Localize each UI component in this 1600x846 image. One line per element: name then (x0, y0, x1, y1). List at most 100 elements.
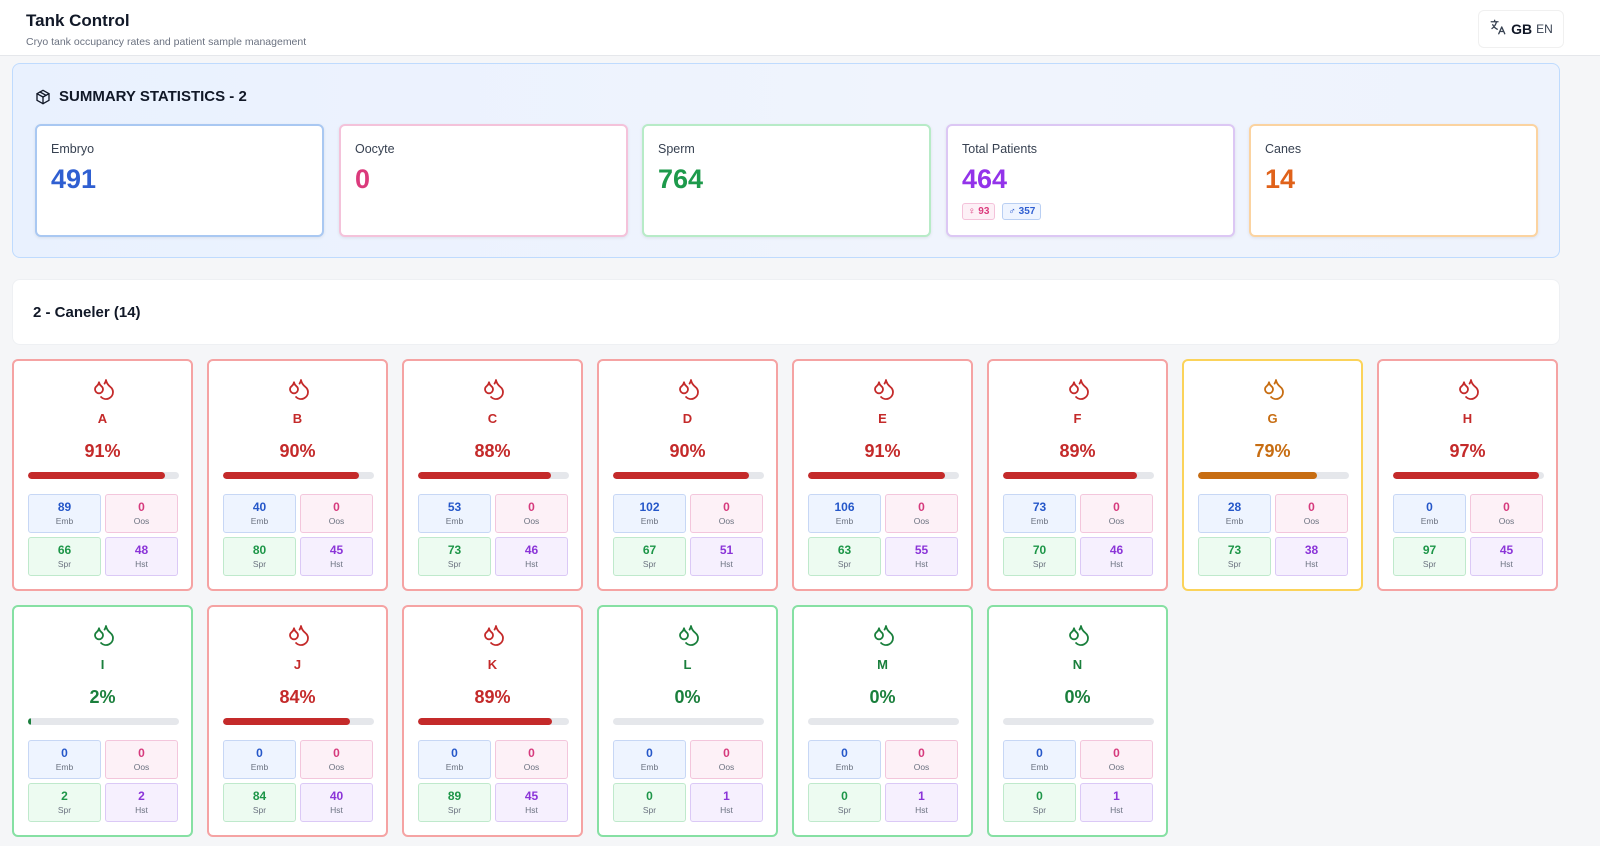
cane-card-c[interactable]: C 88% 53 Emb 0 Oos 73 Spr 46 Hst (402, 359, 583, 591)
cane-occupancy-percent: 90% (669, 441, 706, 461)
cane-occupancy-percent: 90% (279, 441, 316, 461)
sperm-count-cell: 70 Spr (1003, 537, 1076, 576)
sperm-label: Spr (57, 559, 72, 569)
cane-card-d[interactable]: D 90% 102 Emb 0 Oos 67 Spr 51 Hst (597, 359, 778, 591)
cane-counts: 106 Emb 0 Oos 63 Spr 55 Hst (808, 494, 959, 576)
oocyte-label: Oos (133, 762, 150, 772)
sperm-count-cell: 0 Spr (1003, 783, 1076, 822)
patient-label: Hst (135, 559, 148, 569)
section-title: 2 - Caneler (14) (33, 304, 141, 321)
cane-name: M (877, 657, 888, 672)
cane-card-n[interactable]: N 0% 0 Emb 0 Oos 0 Spr 1 Hst (987, 605, 1168, 837)
embryo-count-cell: 0 Emb (223, 740, 296, 779)
stat-label: Canes (1265, 142, 1302, 156)
patient-count-cell: 1 Hst (1080, 783, 1153, 822)
cane-occupancy-percent: 0% (869, 687, 896, 707)
stat-value: 14 (1265, 164, 1296, 194)
female-count-badge: ♀ 93 (962, 203, 996, 220)
oocyte-label: Oos (718, 762, 735, 772)
droplets-icon (677, 377, 701, 401)
embryo-label: Emb (1030, 516, 1049, 526)
patient-count: 38 (1304, 543, 1319, 557)
occupancy-bar (223, 472, 374, 479)
embryo-label: Emb (640, 762, 659, 772)
language-selector[interactable]: GB EN (1478, 10, 1564, 48)
embryo-count: 73 (1032, 500, 1047, 514)
patient-count: 45 (524, 789, 539, 803)
droplets-icon (1262, 377, 1286, 401)
oocyte-label: Oos (328, 762, 345, 772)
cane-name: E (878, 411, 887, 426)
sperm-count: 0 (841, 789, 848, 803)
patient-label: Hst (720, 559, 733, 569)
male-count-badge: ♂ 357 (1002, 203, 1042, 220)
patient-label: Hst (330, 559, 343, 569)
summary-title: SUMMARY STATISTICS - 2 (59, 88, 247, 105)
cane-card-m[interactable]: M 0% 0 Emb 0 Oos 0 Spr 1 Hst (792, 605, 973, 837)
cane-name: G (1267, 411, 1278, 426)
droplets-icon (92, 377, 116, 401)
patient-count-cell: 1 Hst (885, 783, 958, 822)
oocyte-count-cell: 0 Oos (690, 740, 763, 779)
cane-occupancy-percent: 97% (1449, 441, 1486, 461)
sperm-count: 0 (1036, 789, 1043, 803)
cane-card-b[interactable]: B 90% 40 Emb 0 Oos 80 Spr 45 Hst (207, 359, 388, 591)
sperm-count: 70 (1032, 543, 1047, 557)
cane-card-a[interactable]: A 91% 89 Emb 0 Oos 66 Spr 48 Hst (12, 359, 193, 591)
droplets-icon (872, 377, 896, 401)
sperm-count: 73 (1227, 543, 1242, 557)
embryo-count-cell: 0 Emb (28, 740, 101, 779)
cane-occupancy-percent: 88% (474, 441, 511, 461)
cane-card-g[interactable]: G 79% 28 Emb 0 Oos 73 Spr 38 Hst (1182, 359, 1363, 591)
embryo-count: 0 (1426, 500, 1433, 514)
sperm-label: Spr (1227, 559, 1242, 569)
cane-counts: 0 Emb 0 Oos 0 Spr 1 Hst (808, 740, 959, 822)
patient-count: 48 (134, 543, 149, 557)
patient-count-cell: 45 Hst (495, 783, 568, 822)
occupancy-bar-fill (223, 472, 359, 479)
cane-card-l[interactable]: L 0% 0 Emb 0 Oos 0 Spr 1 Hst (597, 605, 778, 837)
embryo-count-cell: 0 Emb (1393, 494, 1466, 533)
cane-counts: 0 Emb 0 Oos 2 Spr 2 Hst (28, 740, 179, 822)
cane-counts: 0 Emb 0 Oos 0 Spr 1 Hst (1003, 740, 1154, 822)
patient-label: Hst (915, 805, 928, 815)
sperm-count: 84 (252, 789, 267, 803)
canes-section-header: 2 - Caneler (14) (12, 279, 1560, 345)
oocyte-count-cell: 0 Oos (495, 494, 568, 533)
cane-name: H (1462, 411, 1473, 426)
embryo-count: 0 (451, 746, 458, 760)
embryo-count-cell: 40 Emb (223, 494, 296, 533)
droplets-icon (872, 623, 896, 647)
patient-count: 45 (1499, 543, 1514, 557)
language-flag: GB (1511, 21, 1533, 37)
stat-card-sperm: Sperm 764 (642, 124, 931, 237)
occupancy-bar-fill (1393, 472, 1540, 479)
oocyte-count-cell: 0 Oos (1080, 494, 1153, 533)
embryo-count: 0 (61, 746, 68, 760)
sperm-count-cell: 97 Spr (1393, 537, 1466, 576)
cane-card-h[interactable]: H 97% 0 Emb 0 Oos 97 Spr 45 Hst (1377, 359, 1558, 591)
cane-name: J (293, 657, 302, 672)
patient-count: 1 (1113, 789, 1120, 803)
cane-card-i[interactable]: I 2% 0 Emb 0 Oos 2 Spr 2 Hst (12, 605, 193, 837)
cane-card-e[interactable]: E 91% 106 Emb 0 Oos 63 Spr 55 Hst (792, 359, 973, 591)
occupancy-bar-fill (1003, 472, 1138, 479)
droplets-icon (1067, 377, 1091, 401)
cane-occupancy-percent: 0% (674, 687, 701, 707)
cane-card-f[interactable]: F 89% 73 Emb 0 Oos 70 Spr 46 Hst (987, 359, 1168, 591)
embryo-label: Emb (640, 516, 659, 526)
cane-card-j[interactable]: J 84% 0 Emb 0 Oos 84 Spr 40 Hst (207, 605, 388, 837)
droplets-icon (1067, 623, 1091, 647)
sperm-label: Spr (642, 805, 657, 815)
occupancy-bar (613, 472, 764, 479)
oocyte-count: 0 (138, 746, 145, 760)
patient-count-cell: 46 Hst (1080, 537, 1153, 576)
cane-card-k[interactable]: K 89% 0 Emb 0 Oos 89 Spr 45 Hst (402, 605, 583, 837)
oocyte-count: 0 (918, 746, 925, 760)
oocyte-count: 0 (1113, 746, 1120, 760)
embryo-count-cell: 53 Emb (418, 494, 491, 533)
patient-count-cell: 38 Hst (1275, 537, 1348, 576)
cane-occupancy-percent: 89% (474, 687, 511, 707)
cane-counts: 28 Emb 0 Oos 73 Spr 38 Hst (1198, 494, 1349, 576)
cane-name: I (100, 657, 105, 672)
